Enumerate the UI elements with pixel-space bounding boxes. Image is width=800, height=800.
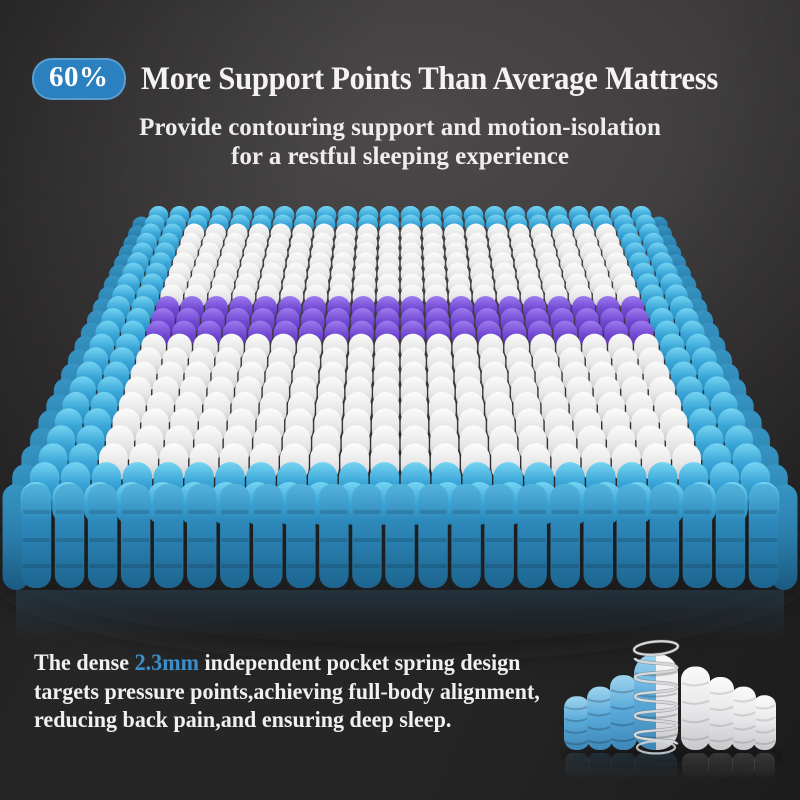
subtitle: Provide contouring support and motion-is… xyxy=(0,113,800,171)
subtitle-line-1: Provide contouring support and motion-is… xyxy=(139,114,661,141)
feature-text: The dense 2.3mm independent pocket sprin… xyxy=(34,649,540,735)
subtitle-line-2: for a restful sleeping experience xyxy=(231,143,569,170)
header: 60% More Support Points Than Average Mat… xyxy=(32,58,784,100)
feature-text-line: The dense 2.3mm independent pocket sprin… xyxy=(34,650,521,675)
highlight-value: 2.3mm xyxy=(134,650,199,675)
support-points-badge: 60% xyxy=(32,58,126,100)
headline: More Support Points Than Average Mattres… xyxy=(140,60,718,97)
feature-text-line: reducing back pain,and ensuring deep sle… xyxy=(34,707,452,732)
feature-text-line: targets pressure points,achieving full-b… xyxy=(34,678,540,704)
badge-value: 60% xyxy=(49,61,109,93)
pocket-spring-detail-illustration xyxy=(562,639,782,779)
